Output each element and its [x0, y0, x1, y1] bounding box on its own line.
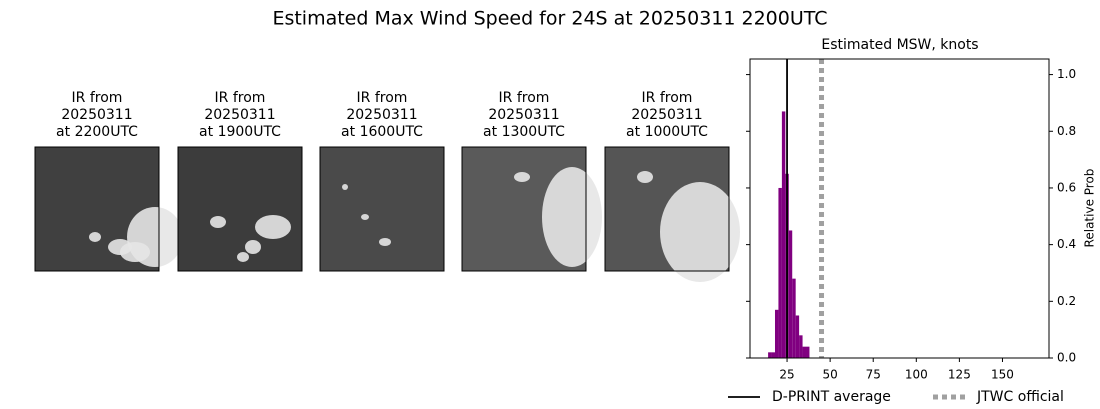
- panel-label: at 1300UTC: [483, 124, 565, 140]
- y-tick-label: 0.8: [1057, 124, 1076, 138]
- plot-frame: [749, 58, 1050, 359]
- x-tick-label: 100: [905, 368, 928, 382]
- panel-label: at 1900UTC: [199, 124, 281, 140]
- cloud: [660, 182, 740, 282]
- cloud: [255, 215, 291, 239]
- legend-label: JTWC official: [976, 389, 1064, 405]
- cloud: [245, 240, 261, 254]
- histogram-bar: [771, 352, 775, 358]
- cloud: [237, 252, 249, 262]
- y-tick-label: 0.4: [1057, 237, 1076, 251]
- cloud: [120, 242, 150, 262]
- panel-label: IR from: [72, 90, 123, 106]
- panel-label: IR from: [215, 90, 266, 106]
- image-frame: [604, 146, 730, 272]
- x-tick-label: 75: [866, 368, 881, 382]
- y-tick-label: 0.0: [1057, 351, 1076, 365]
- panel-label: IR from: [357, 90, 408, 106]
- panel-label: at 1000UTC: [626, 124, 708, 140]
- cloud: [89, 232, 101, 242]
- histogram-bar: [774, 309, 779, 358]
- cloud: [342, 184, 348, 190]
- y-tick-label: 1.0: [1057, 67, 1076, 81]
- cloud: [361, 214, 369, 220]
- image-frame: [177, 146, 303, 272]
- histogram-bar: [788, 230, 793, 358]
- panel-label: IR from: [499, 90, 550, 106]
- cloud: [514, 172, 530, 182]
- histogram-bar: [799, 335, 803, 358]
- panel-label: 20250311: [346, 107, 417, 123]
- cloud: [210, 216, 226, 228]
- panel-label: 20250311: [61, 107, 132, 123]
- image-frame: [319, 146, 445, 272]
- y-tick-label: 0.2: [1057, 294, 1076, 308]
- x-tick-label: 150: [991, 368, 1014, 382]
- panel-label: at 2200UTC: [56, 124, 138, 140]
- histogram-bar: [792, 278, 796, 358]
- histogram-bar: [806, 346, 810, 358]
- histogram-bar: [802, 346, 807, 358]
- panel-label: 20250311: [488, 107, 559, 123]
- histogram-bar: [778, 187, 782, 358]
- cloud: [637, 171, 653, 183]
- panel-label: 20250311: [631, 107, 702, 123]
- cloud: [379, 238, 391, 246]
- image-frame: [461, 146, 587, 272]
- cloud: [542, 167, 602, 267]
- y-axis-label: Relative Prob: [1083, 169, 1097, 248]
- legend-label: D-PRINT average: [772, 389, 891, 405]
- ir-image: [178, 147, 302, 271]
- x-tick-label: 25: [779, 368, 794, 382]
- ir-image: [320, 147, 444, 271]
- image-frame: [34, 146, 160, 272]
- histogram-bar: [781, 111, 786, 359]
- figure-title: Estimated Max Wind Speed for 24S at 2025…: [272, 8, 827, 30]
- panel-label: 20250311: [204, 107, 275, 123]
- x-tick-label: 125: [948, 368, 971, 382]
- x-tick-label: 50: [822, 368, 837, 382]
- panel-label: at 1600UTC: [341, 124, 423, 140]
- panel-label: IR from: [642, 90, 693, 106]
- histogram-bar: [768, 352, 772, 358]
- y-tick-label: 0.6: [1057, 180, 1076, 194]
- chart-title: Estimated MSW, knots: [821, 37, 978, 53]
- histogram-bar: [795, 315, 800, 358]
